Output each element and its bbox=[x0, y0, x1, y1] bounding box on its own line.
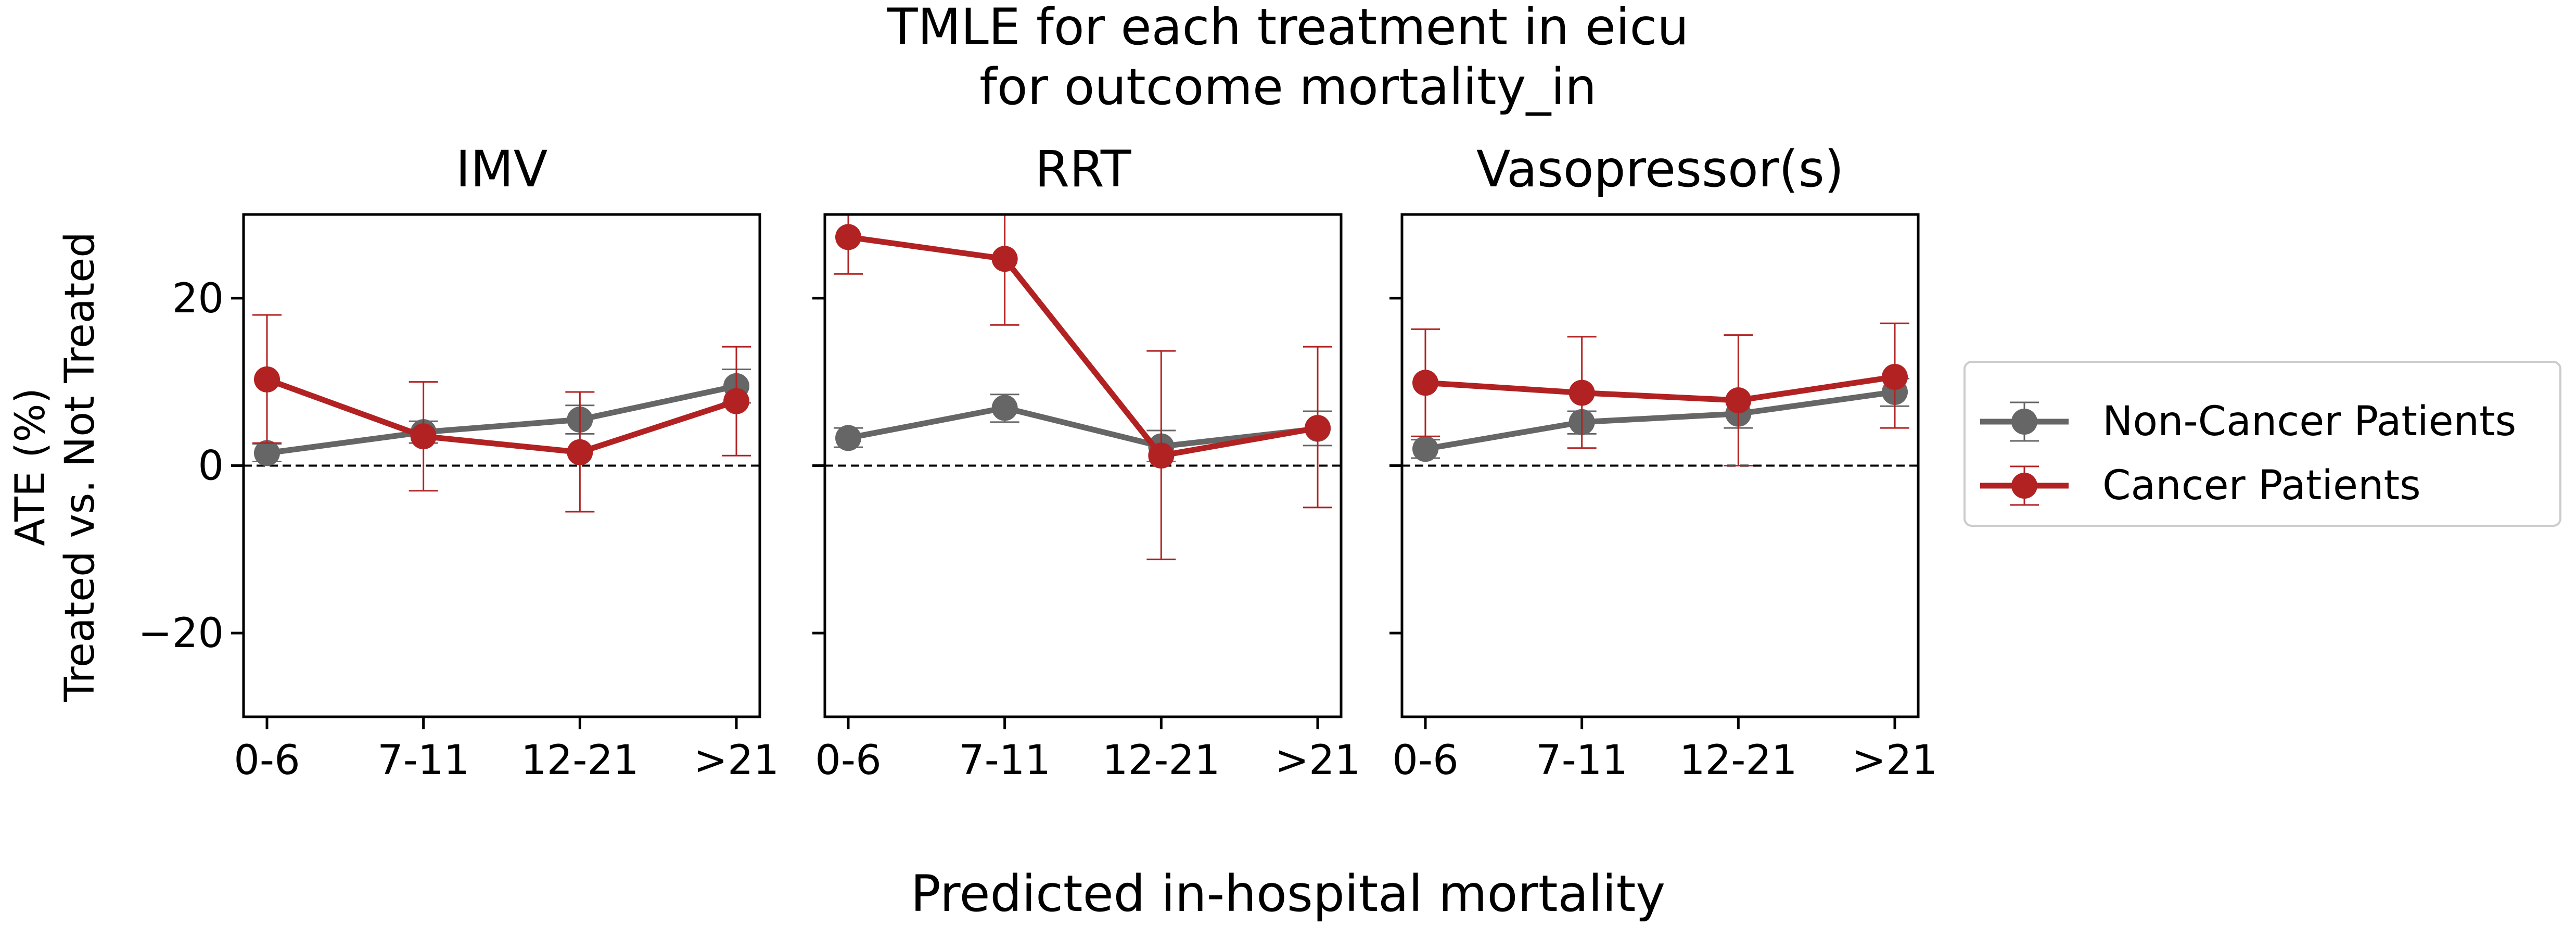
x-tick-label-rrt-3: >21 bbox=[1275, 737, 1361, 784]
legend-marker-cancer bbox=[2011, 473, 2037, 499]
data-point-cancer-patients-1 bbox=[410, 423, 437, 450]
y-axis-label-line1: ATE (%) bbox=[7, 388, 54, 546]
data-point-non-cancer-patients-0 bbox=[1412, 436, 1438, 462]
panel-title-imv: IMV bbox=[456, 140, 548, 198]
legend-entry-non-cancer: Non-Cancer Patients bbox=[1980, 398, 2516, 445]
legend-label-cancer: Cancer Patients bbox=[2102, 462, 2421, 509]
data-point-cancer-patients-2 bbox=[1725, 387, 1752, 414]
series-line-non-cancer-patients bbox=[266, 383, 737, 456]
figure-title-line2: for outcome mortality_in bbox=[979, 58, 1597, 116]
data-point-non-cancer-patients-0 bbox=[254, 440, 280, 466]
data-point-cancer-patients-0 bbox=[1412, 370, 1438, 396]
x-tick-label-imv-1: 7-11 bbox=[377, 737, 469, 784]
x-tick-label-imv-2: 12-21 bbox=[521, 737, 639, 784]
data-point-cancer-patients-3 bbox=[1882, 364, 1908, 390]
legend-label-non-cancer: Non-Cancer Patients bbox=[2102, 398, 2516, 445]
panel-rrt: RRT 0-6 7-11 12-21 >21 bbox=[812, 140, 1360, 784]
series-cancer-patients-rrt bbox=[834, 214, 1332, 561]
data-point-cancer-patients-1 bbox=[1568, 379, 1595, 406]
panel-frame-imv bbox=[242, 213, 761, 718]
x-tick-label-rrt-2: 12-21 bbox=[1102, 737, 1220, 784]
legend-frame bbox=[1963, 361, 2561, 527]
legend-entry-cancer: Cancer Patients bbox=[1980, 462, 2421, 509]
legend-marker-non-cancer bbox=[2011, 409, 2037, 435]
series-non-cancer-patients-imv bbox=[252, 369, 751, 466]
data-point-cancer-patients-3 bbox=[1305, 415, 1331, 441]
x-tick-label-rrt-1: 7-11 bbox=[959, 737, 1051, 784]
panel-title-vasopressor-s: Vasopressor(s) bbox=[1476, 140, 1844, 198]
series-cancer-patients-vasopressor-s bbox=[1411, 322, 1909, 466]
panel-vasopressor-s: Vasopressor(s) 0-6 7-11 12-21 >21 bbox=[1389, 140, 1937, 784]
y-tick-label-imv-2: 20 bbox=[172, 275, 224, 322]
data-point-non-cancer-patients-1 bbox=[991, 395, 1018, 421]
data-point-cancer-patients-2 bbox=[1148, 442, 1175, 469]
data-point-non-cancer-patients-0 bbox=[835, 425, 861, 451]
series-cancer-patients-imv bbox=[252, 314, 751, 513]
x-tick-label-imv-3: >21 bbox=[694, 737, 780, 784]
panel-plot-area-imv bbox=[252, 314, 751, 513]
x-tick-label-vasopressor-s-1: 7-11 bbox=[1536, 737, 1628, 784]
data-point-cancer-patients-2 bbox=[567, 439, 593, 465]
data-point-cancer-patients-0 bbox=[835, 224, 861, 250]
panel-imv: IMV −20 0 20 0-6 7-11 12-21 >21 bbox=[138, 140, 779, 784]
series-line-non-cancer-patients bbox=[847, 405, 1318, 450]
legend: Non-Cancer Patients Cancer Patients bbox=[1963, 361, 2561, 527]
panel-frame-vasopressor-s bbox=[1400, 213, 1920, 718]
y-axis-label-line2: Treated vs. Not Treated bbox=[57, 232, 104, 702]
subplots: IMV −20 0 20 0-6 7-11 12-21 >21 RRT 0-6 7-11 12-21 >… bbox=[138, 140, 1937, 784]
x-tick-label-imv-0: 0-6 bbox=[234, 737, 300, 784]
figure-title-line1: TMLE for each treatment in eicu bbox=[887, 0, 1689, 56]
y-tick-label-imv-0: −20 bbox=[138, 610, 224, 657]
x-tick-label-vasopressor-s-3: >21 bbox=[1852, 737, 1938, 784]
series-line-cancer-patients bbox=[848, 234, 1318, 459]
series-line-cancer-patients bbox=[1425, 374, 1895, 403]
data-point-cancer-patients-0 bbox=[254, 366, 280, 392]
y-tick-label-imv-1: 0 bbox=[198, 443, 224, 490]
x-tick-label-vasopressor-s-0: 0-6 bbox=[1392, 737, 1458, 784]
data-point-cancer-patients-1 bbox=[991, 246, 1018, 272]
x-axis-label: Predicted in-hospital mortality bbox=[911, 865, 1665, 923]
series-non-cancer-patients-rrt bbox=[834, 394, 1332, 462]
data-point-cancer-patients-3 bbox=[723, 388, 749, 414]
series-line-non-cancer-patients bbox=[1425, 389, 1895, 452]
series-line-cancer-patients bbox=[266, 376, 737, 455]
panel-title-rrt: RRT bbox=[1035, 140, 1131, 198]
series-non-cancer-patients-vasopressor-s bbox=[1411, 377, 1909, 462]
x-tick-label-vasopressor-s-2: 12-21 bbox=[1679, 737, 1797, 784]
panel-plot-area-rrt bbox=[834, 214, 1332, 561]
x-tick-label-rrt-0: 0-6 bbox=[815, 737, 881, 784]
panel-frame-rrt bbox=[823, 213, 1343, 718]
panel-plot-area-vasopressor-s bbox=[1411, 322, 1909, 466]
